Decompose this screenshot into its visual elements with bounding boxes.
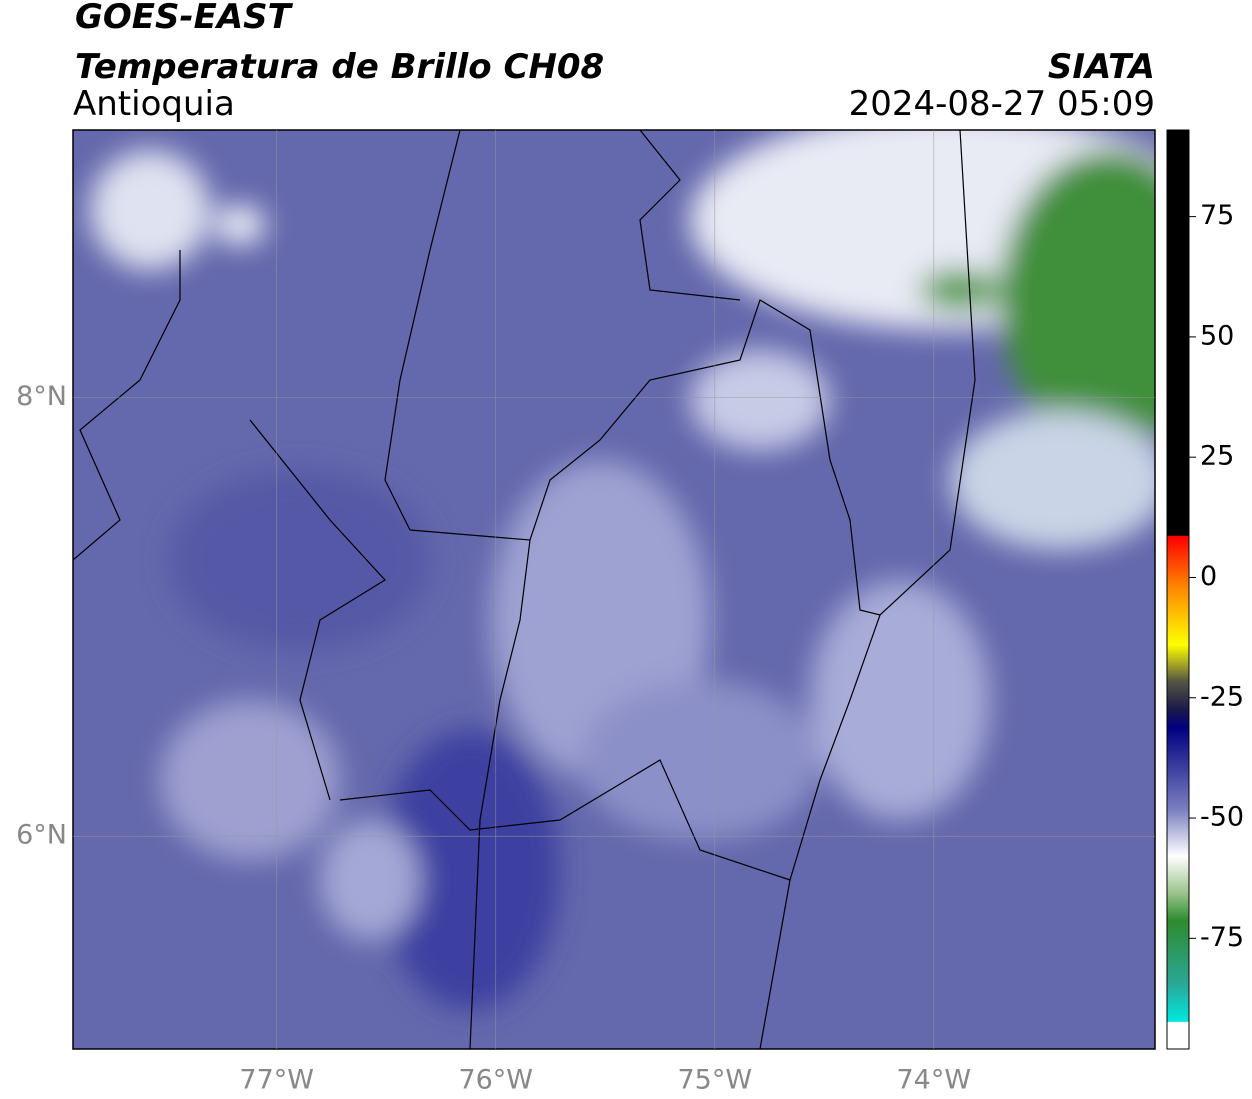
colorbar-tick-label: -50	[1200, 802, 1244, 833]
colorbar	[1166, 129, 1190, 1050]
lon-tick-label: 74°W	[897, 1065, 972, 1096]
lon-tick-label: 75°W	[677, 1065, 752, 1096]
colorbar-tick-label: -75	[1200, 922, 1244, 953]
satellite-title: GOES-EAST	[75, 0, 294, 37]
colorbar-tick-label: 25	[1200, 441, 1234, 472]
datetime: 2024-08-27 05:09	[849, 84, 1155, 124]
satellite-imagery	[73, 130, 1155, 1049]
lat-tick-label: 6°N	[16, 820, 67, 851]
region: Antioquia	[73, 84, 235, 124]
colorbar-tick-label: 0	[1200, 561, 1217, 592]
lat-tick-label: 8°N	[16, 381, 67, 412]
map-frame	[72, 129, 1156, 1050]
lon-tick-label: 77°W	[239, 1065, 314, 1096]
colorbar-tick-label: 75	[1200, 200, 1234, 231]
source: SIATA	[1048, 47, 1155, 87]
lon-tick-label: 76°W	[458, 1065, 533, 1096]
borders	[73, 130, 976, 1049]
product-title: Temperatura de Brillo CH08	[75, 47, 604, 87]
colorbar-tick-label: -25	[1200, 681, 1244, 712]
colorbar-tick-label: 50	[1200, 320, 1234, 351]
